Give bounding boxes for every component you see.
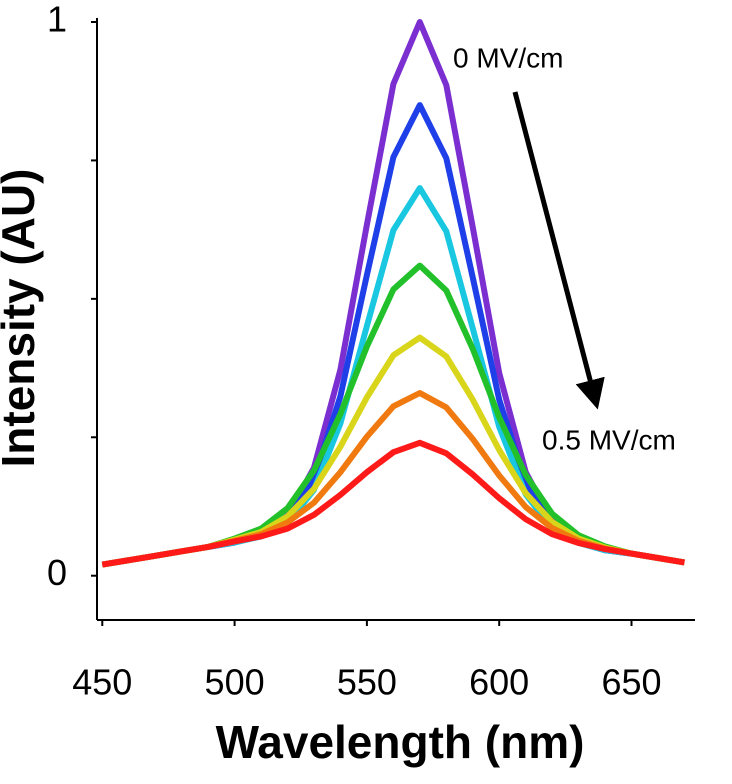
y-tick-label: 1	[47, 0, 67, 40]
x-axis-title: Wavelength (nm)	[216, 716, 585, 768]
spectrum-line	[101, 262, 685, 568]
x-tick-label: 600	[469, 662, 529, 703]
spectrum-line	[101, 439, 685, 568]
spectrum-line	[101, 102, 685, 568]
x-tick-label: 650	[601, 662, 661, 703]
y-tick-label: 0	[47, 552, 67, 593]
spectrum-line	[101, 390, 685, 568]
spectrum-line	[101, 185, 685, 568]
annotation: 0 MV/cm	[453, 42, 563, 73]
plot-area	[101, 19, 685, 568]
x-tick-label: 450	[72, 662, 132, 703]
x-tick-label: 550	[337, 662, 397, 703]
x-tick-label: 500	[205, 662, 265, 703]
y-axis-title: Intensity (AU)	[0, 169, 44, 468]
annotation: 0.5 MV/cm	[542, 424, 676, 455]
arrow	[512, 91, 605, 410]
